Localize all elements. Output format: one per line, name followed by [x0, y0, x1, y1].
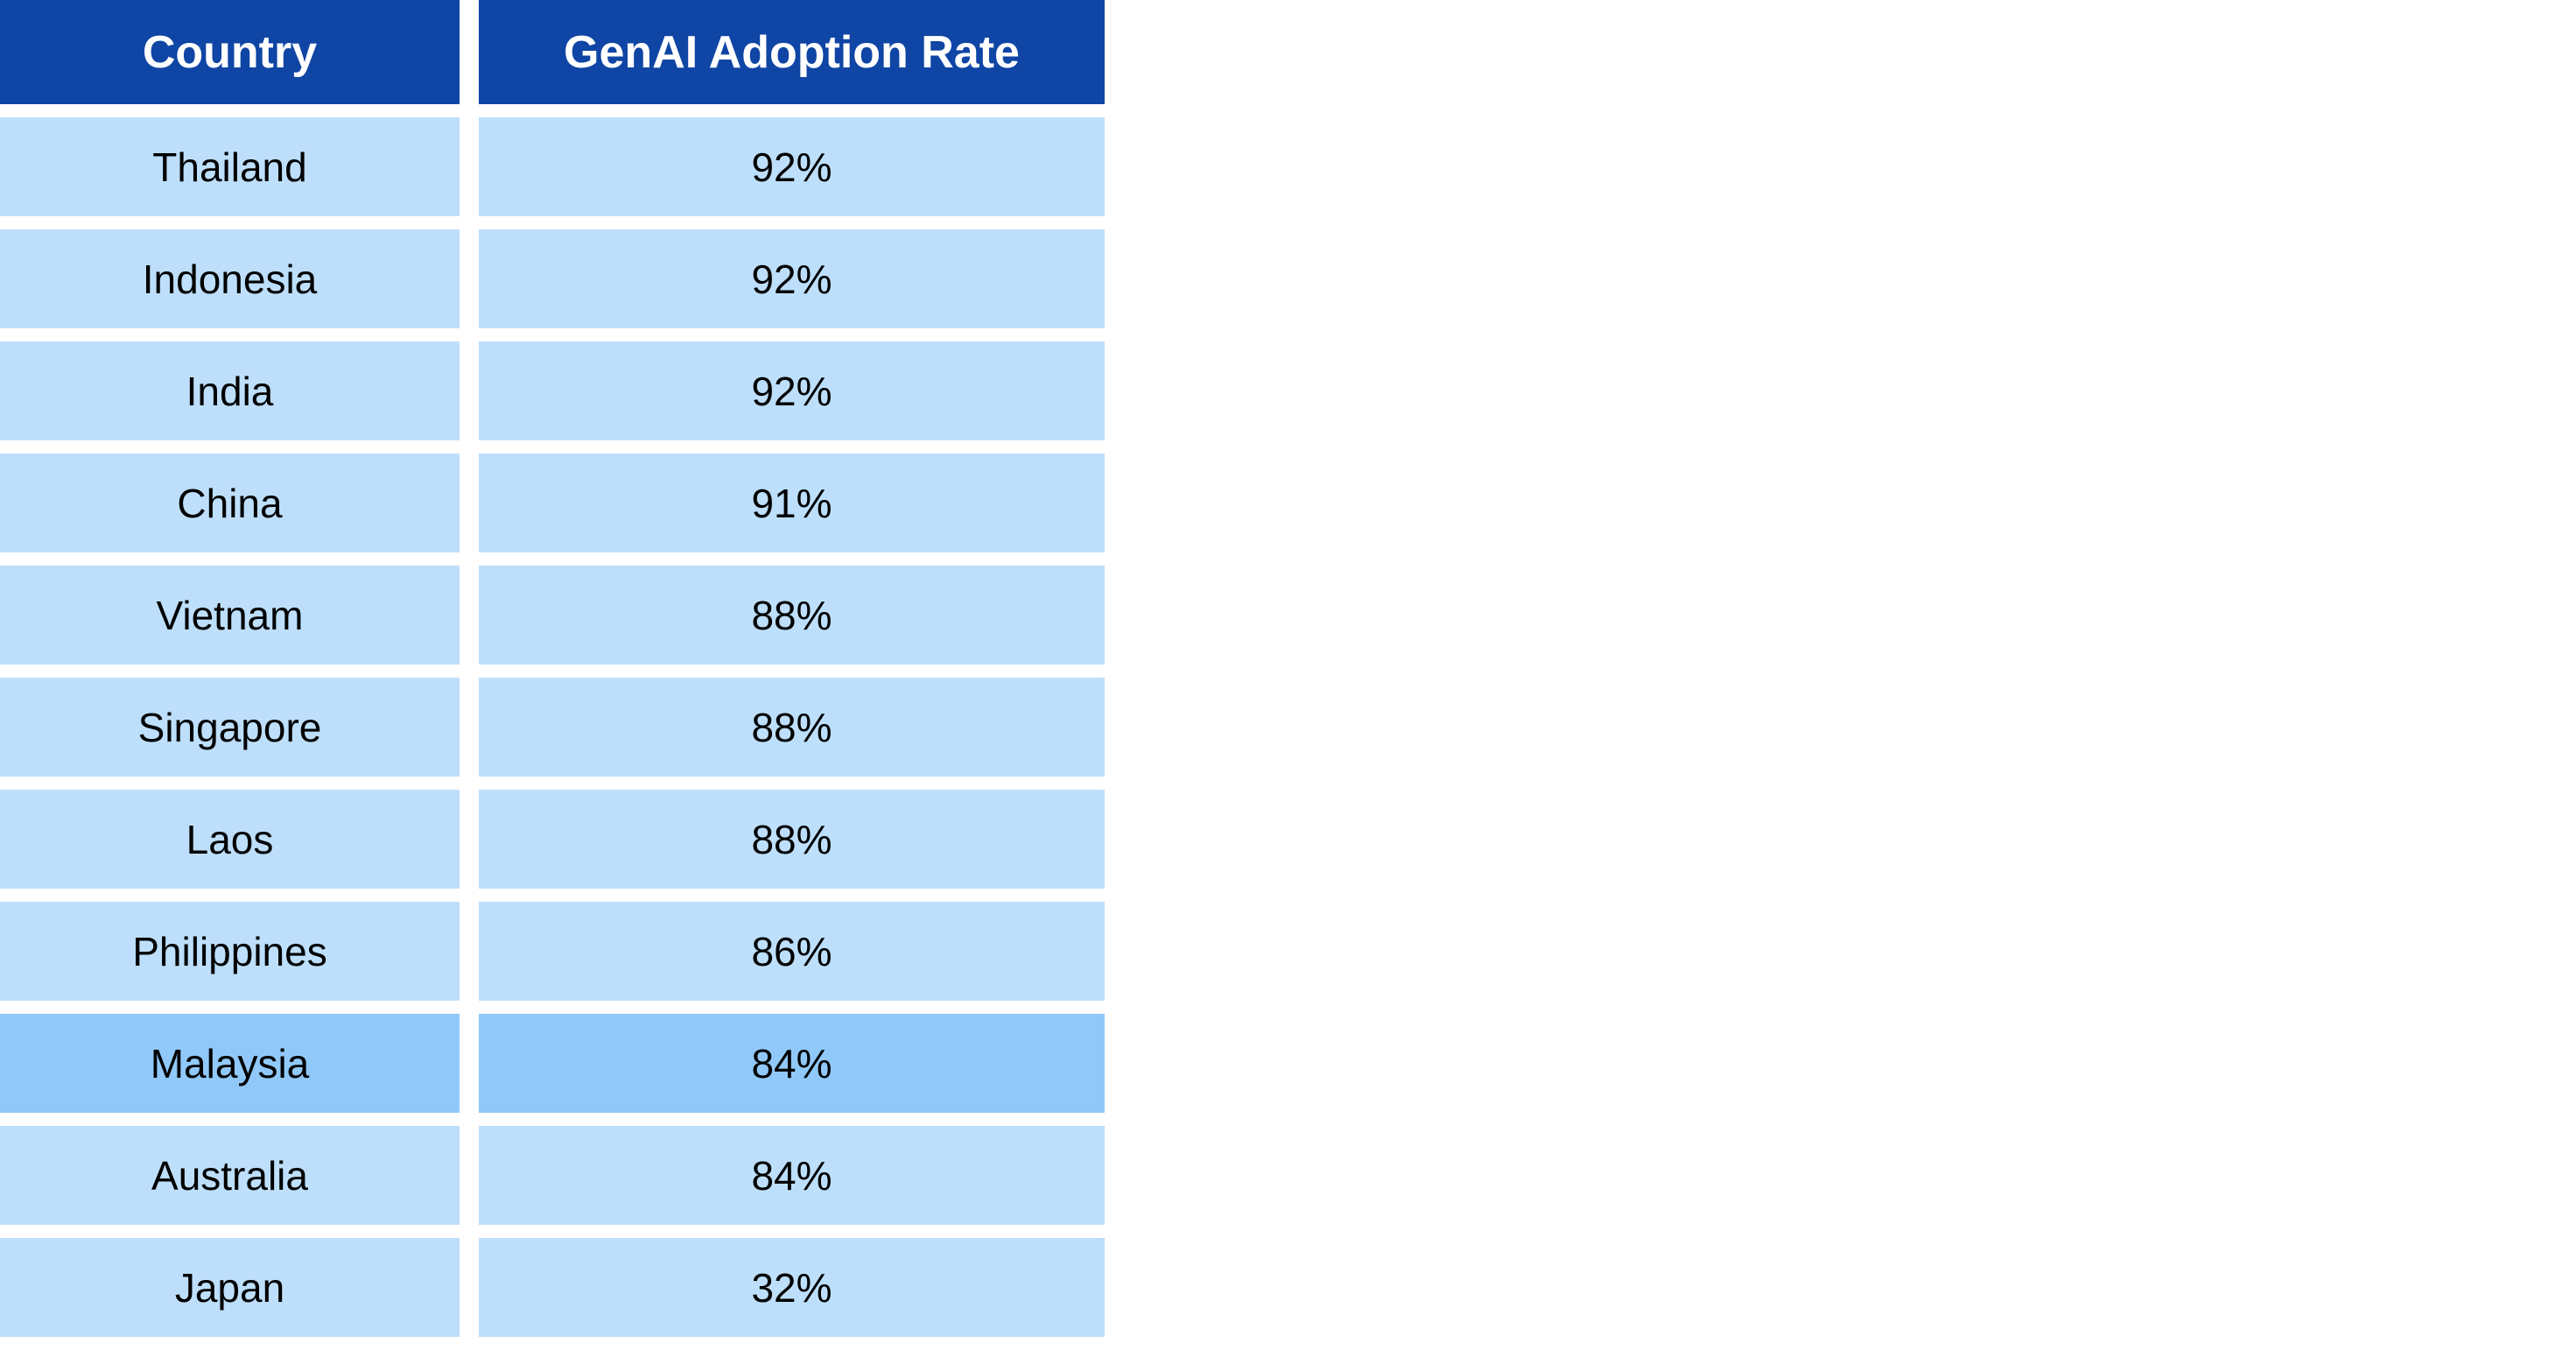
adoption-rate-cell: 92% [479, 117, 1105, 216]
country-cell: Singapore [0, 678, 460, 777]
country-cell: Australia [0, 1126, 460, 1225]
table-body: Thailand 92% Indonesia 92% India 92% China 91% V… [0, 117, 1106, 1337]
country-cell: India [0, 341, 460, 440]
country-cell: Malaysia [0, 1014, 460, 1113]
country-cell: Vietnam [0, 566, 460, 664]
table-row: Malaysia 84% [0, 1014, 1106, 1113]
adoption-rate-cell: 84% [479, 1126, 1105, 1225]
adoption-rate-cell: 86% [479, 902, 1105, 1001]
table-row: Thailand 92% [0, 117, 1106, 216]
adoption-rate-cell: 88% [479, 790, 1105, 889]
country-cell: Japan [0, 1238, 460, 1337]
table-row: Vietnam 88% [0, 566, 1106, 664]
adoption-rate-cell: 91% [479, 454, 1105, 552]
adoption-rate-cell: 84% [479, 1014, 1105, 1113]
adoption-rate-cell: 88% [479, 566, 1105, 664]
adoption-table: Country GenAI Adoption Rate Thailand 92% I… [0, 0, 1106, 1350]
table-row: Laos 88% [0, 790, 1106, 889]
table-row: Singapore 88% [0, 678, 1106, 777]
table-row: China 91% [0, 454, 1106, 552]
table-row: Philippines 86% [0, 902, 1106, 1001]
country-cell: Thailand [0, 117, 460, 216]
country-cell: China [0, 454, 460, 552]
adoption-rate-cell: 88% [479, 678, 1105, 777]
country-cell: Laos [0, 790, 460, 889]
table-row: India 92% [0, 341, 1106, 440]
adoption-rate-cell: 92% [479, 229, 1105, 328]
table-row: Indonesia 92% [0, 229, 1106, 328]
table-row: Australia 84% [0, 1126, 1106, 1225]
table-header-row: Country GenAI Adoption Rate [0, 0, 1106, 104]
country-cell: Philippines [0, 902, 460, 1001]
adoption-rate-cell: 92% [479, 341, 1105, 440]
adoption-rate-cell: 32% [479, 1238, 1105, 1337]
header-adoption-rate: GenAI Adoption Rate [479, 0, 1105, 104]
header-country: Country [0, 0, 460, 104]
table-row: Japan 32% [0, 1238, 1106, 1337]
country-cell: Indonesia [0, 229, 460, 328]
